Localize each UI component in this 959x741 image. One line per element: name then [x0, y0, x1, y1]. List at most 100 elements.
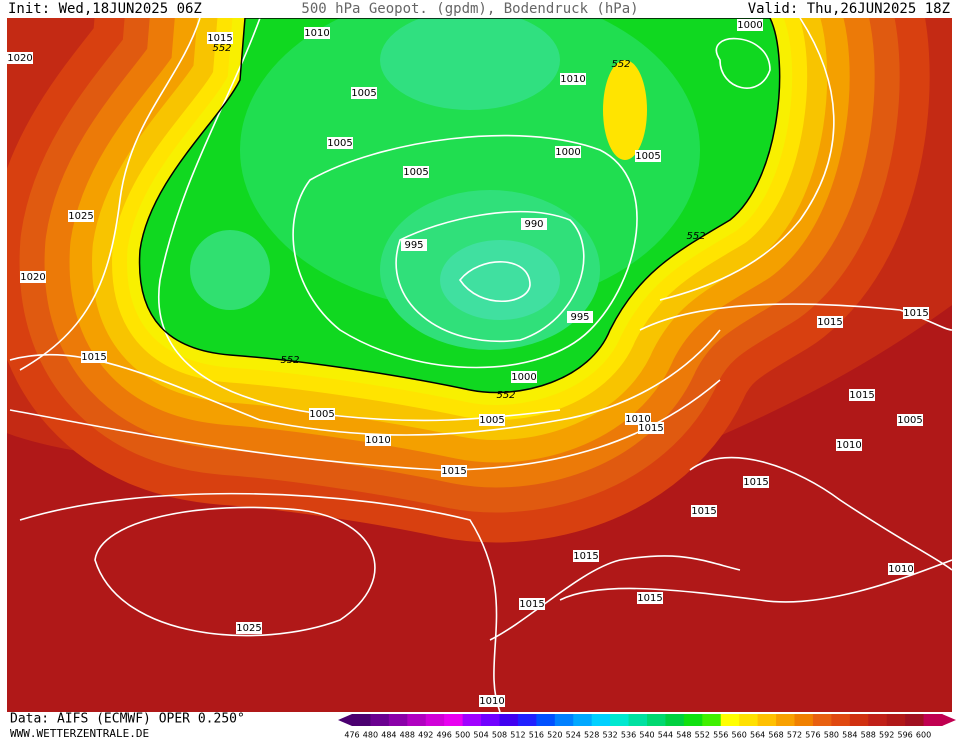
- label-box: [7, 52, 33, 64]
- scale-label: 488: [400, 731, 415, 740]
- label-box: [479, 695, 505, 707]
- field-bands: [7, 18, 930, 543]
- label-box: [479, 414, 505, 426]
- field-band: [380, 18, 560, 110]
- scale-swatch: [628, 714, 648, 726]
- contour-label: 1010: [304, 28, 329, 39]
- contour-label: 552: [280, 355, 299, 366]
- label-box: [743, 476, 769, 488]
- scale-swatch: [481, 714, 500, 726]
- scale-swatch: [517, 714, 537, 726]
- scale-swatch: [352, 714, 371, 726]
- scale-swatch: [462, 714, 482, 726]
- isobar: [689, 456, 952, 571]
- contour-label: 1005: [309, 409, 334, 420]
- scale-label: 556: [713, 731, 728, 740]
- scale-label: 576: [805, 731, 820, 740]
- contour-label: 1010: [560, 74, 585, 85]
- isobar: [459, 261, 531, 302]
- label-box: [511, 371, 537, 383]
- scale-label: 496: [437, 731, 452, 740]
- isobar: [19, 492, 501, 712]
- scale-label: 528: [584, 731, 599, 740]
- contour-label: 1015: [817, 317, 842, 328]
- label-box: [836, 439, 862, 451]
- scale-label: 524: [566, 731, 581, 740]
- header-bar: [0, 0, 959, 18]
- label-box: [68, 210, 94, 222]
- label-box: [555, 146, 581, 158]
- contour-label: 1005: [479, 415, 504, 426]
- scale-label: 520: [547, 731, 562, 740]
- scale-swatch: [388, 714, 408, 726]
- scale-swatch: [499, 714, 519, 726]
- label-box: [207, 32, 233, 44]
- scale-label: 484: [381, 731, 396, 740]
- label-box: [691, 505, 717, 517]
- contour-label: 1015: [691, 506, 716, 517]
- scale-label: 548: [676, 731, 691, 740]
- scale-swatch: [554, 714, 574, 726]
- label-box: [441, 465, 467, 477]
- scale-swatch: [720, 714, 740, 726]
- contour-label: 1005: [327, 138, 352, 149]
- contour-label: 552: [611, 59, 630, 70]
- scale-label: 480: [363, 731, 378, 740]
- isobar: [639, 303, 952, 331]
- scale-swatch: [610, 714, 630, 726]
- isobar: [158, 18, 561, 422]
- isobar: [395, 210, 585, 343]
- contour-label: 1010: [365, 435, 390, 446]
- scale-swatch: [757, 714, 777, 726]
- scale-swatch: [370, 714, 390, 726]
- contour-label: 1000: [555, 147, 580, 158]
- scale-swatch: [665, 714, 685, 726]
- label-box: [637, 592, 663, 604]
- contour-label: 1005: [403, 167, 428, 178]
- scale-swatch: [536, 714, 556, 726]
- init-time: Init: Wed,18JUN2025 06Z: [8, 1, 202, 17]
- contour-label: 1015: [637, 593, 662, 604]
- label-box: [521, 218, 547, 230]
- label-box: [351, 87, 377, 99]
- label-box: [401, 239, 427, 251]
- map-title: 500 hPa Geopot. (gpdm), Bodendruck (hPa): [301, 1, 638, 17]
- scale-swatch: [444, 714, 464, 726]
- field-band: [440, 240, 560, 320]
- contour-label: 1015: [519, 599, 544, 610]
- label-box: [365, 434, 391, 446]
- valid-time: Valid: Thu,26JUN2025 18Z: [748, 1, 950, 17]
- scale-swatch: [425, 714, 445, 726]
- label-box: [737, 19, 763, 31]
- scale-label: 540: [639, 731, 654, 740]
- scale-label: 504: [473, 731, 488, 740]
- field: [7, 18, 952, 712]
- contour-label: 1000: [737, 20, 762, 31]
- scale-swatch: [683, 714, 703, 726]
- scale-swatch: [831, 714, 851, 726]
- contour-label: 552: [496, 390, 515, 401]
- scale-label: 512: [510, 731, 525, 740]
- label-box: [304, 27, 330, 39]
- scale-label: 552: [695, 731, 710, 740]
- contour-label: 552: [212, 43, 231, 54]
- label-box: [327, 137, 353, 149]
- scale-arrow: [942, 714, 956, 726]
- isobar: [715, 37, 771, 89]
- label-box: [888, 563, 914, 575]
- scale-swatch: [849, 714, 869, 726]
- scale-swatch: [794, 714, 814, 726]
- contour-label: 1005: [897, 415, 922, 426]
- website: WWW.WETTERZENTRALE.DE: [10, 727, 149, 740]
- isobar: [489, 555, 741, 641]
- scale-swatch: [886, 714, 906, 726]
- data-source: Data: AIFS (ECMWF) OPER 0.250°: [10, 712, 245, 727]
- contour-labels: 1015552101010201005100510051010552100010…: [7, 19, 929, 707]
- isobar: [19, 18, 201, 371]
- contour-label: 995: [404, 240, 423, 251]
- label-box: [519, 598, 545, 610]
- scale-swatch: [591, 714, 611, 726]
- label-box: [817, 316, 843, 328]
